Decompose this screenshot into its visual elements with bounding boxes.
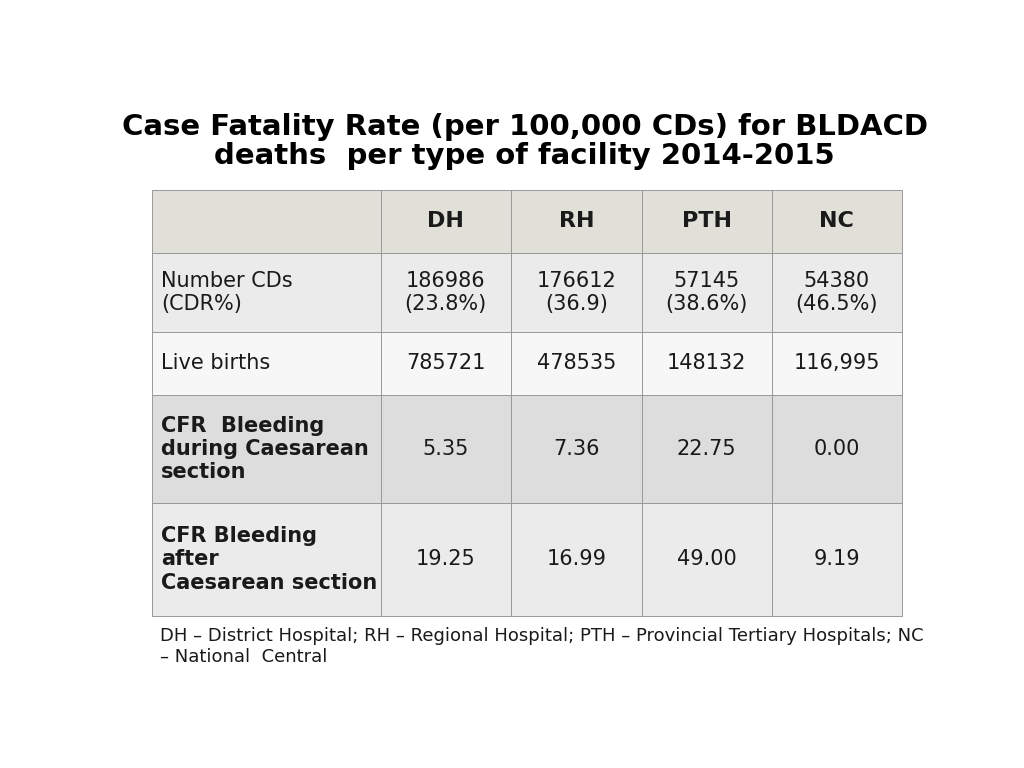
Text: 186986
(23.8%): 186986 (23.8%) bbox=[404, 270, 487, 314]
Bar bbox=[772, 332, 902, 395]
Text: CFR  Bleeding
during Caesarean
section: CFR Bleeding during Caesarean section bbox=[162, 415, 369, 482]
Text: NC: NC bbox=[819, 211, 854, 231]
Bar bbox=[641, 332, 772, 395]
Text: 9.19: 9.19 bbox=[814, 549, 860, 569]
Text: Number CDs
(CDR%): Number CDs (CDR%) bbox=[162, 270, 293, 314]
Bar bbox=[511, 253, 641, 332]
Text: CFR Bleeding
after
Caesarean section: CFR Bleeding after Caesarean section bbox=[162, 526, 378, 592]
Text: deaths  per type of facility 2014-2015: deaths per type of facility 2014-2015 bbox=[214, 142, 836, 170]
Text: 54380
(46.5%): 54380 (46.5%) bbox=[796, 270, 879, 314]
Text: 785721: 785721 bbox=[407, 353, 485, 373]
Text: 7.36: 7.36 bbox=[553, 439, 599, 458]
Text: DH: DH bbox=[427, 211, 464, 231]
Bar bbox=[152, 503, 381, 615]
Bar bbox=[381, 253, 511, 332]
Bar bbox=[511, 332, 641, 395]
Bar bbox=[772, 395, 902, 503]
Bar bbox=[641, 253, 772, 332]
Bar bbox=[641, 395, 772, 503]
Text: 19.25: 19.25 bbox=[416, 549, 476, 569]
Bar bbox=[641, 503, 772, 615]
Bar bbox=[511, 395, 641, 503]
Text: Case Fatality Rate (per 100,000 CDs) for BLDACD: Case Fatality Rate (per 100,000 CDs) for… bbox=[122, 113, 928, 141]
Text: 57145
(38.6%): 57145 (38.6%) bbox=[666, 270, 748, 314]
Text: RH: RH bbox=[558, 211, 594, 231]
Bar bbox=[152, 190, 381, 253]
Bar bbox=[381, 332, 511, 395]
Text: 176612
(36.9): 176612 (36.9) bbox=[537, 270, 616, 314]
Text: 478535: 478535 bbox=[537, 353, 616, 373]
Bar bbox=[641, 190, 772, 253]
Text: 49.00: 49.00 bbox=[677, 549, 736, 569]
Text: 5.35: 5.35 bbox=[423, 439, 469, 458]
Bar bbox=[152, 395, 381, 503]
Text: 16.99: 16.99 bbox=[546, 549, 606, 569]
Text: 22.75: 22.75 bbox=[677, 439, 736, 458]
Text: 148132: 148132 bbox=[667, 353, 746, 373]
Bar bbox=[511, 190, 641, 253]
Text: 0.00: 0.00 bbox=[814, 439, 860, 458]
Bar bbox=[772, 190, 902, 253]
Bar bbox=[511, 503, 641, 615]
Bar bbox=[381, 395, 511, 503]
Text: Live births: Live births bbox=[162, 353, 270, 373]
Bar bbox=[772, 253, 902, 332]
Text: DH – District Hospital; RH – Regional Hospital; PTH – Provincial Tertiary Hospit: DH – District Hospital; RH – Regional Ho… bbox=[160, 627, 924, 666]
Bar bbox=[381, 503, 511, 615]
Bar bbox=[152, 253, 381, 332]
Text: PTH: PTH bbox=[682, 211, 732, 231]
Bar bbox=[152, 332, 381, 395]
Text: 116,995: 116,995 bbox=[794, 353, 881, 373]
Bar bbox=[772, 503, 902, 615]
Bar bbox=[381, 190, 511, 253]
